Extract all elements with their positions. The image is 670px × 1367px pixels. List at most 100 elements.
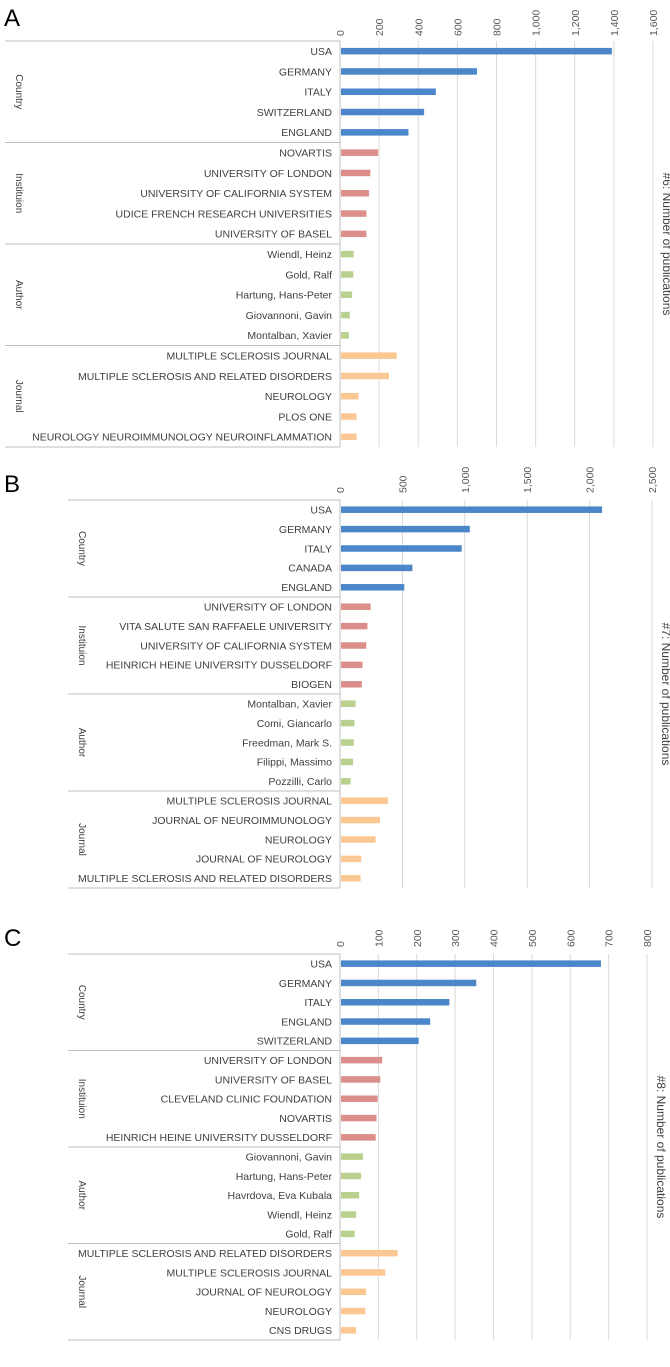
category-label: UDICE FRENCH RESEARCH UNIVERSITIES [116,208,332,220]
bar-institution [341,149,379,156]
bar-author [341,1211,357,1218]
bar-author [341,758,354,766]
chart-panel-a: 0 200 400 600 800 1,000 1,200 1,400 1,600 #6: Num… [5,10,670,448]
bar-country [341,979,477,987]
category-label: Hartung, Hans-Peter [236,1171,333,1183]
axis-title: #8: Number of publications [654,1076,668,1219]
category-label: Comi, Giancarlo [257,718,332,730]
category-label: Montalban, Xavier [247,330,332,342]
category-label: Havrdova, Eva Kubala [228,1190,333,1202]
bar-country [341,564,413,572]
group-label-institution: Instituion [76,1079,87,1119]
bar-country [341,129,409,136]
group-label-institution: Instituion [76,625,87,665]
chart-panel-b: 0 500 1,000 1,500 2,000 2,500 #7: Number of pu… [68,467,670,889]
category-label: UNIVERSITY OF CALIFORNIA SYSTEM [140,188,332,200]
category-label: HEINRICH HEINE UNIVERSITY DUSSELDORF [106,1132,332,1144]
bar-institution [341,661,363,669]
category-label: Giovannoni, Gavin [246,1151,333,1163]
category-label: Giovannoni, Gavin [246,310,333,322]
category-label: GERMANY [279,978,332,990]
bar-journal [341,393,359,400]
bar-author [341,1192,360,1199]
category-label: MULTIPLE SCLEROSIS AND RELATED DISORDERS [78,1248,332,1260]
bar-author [341,1153,364,1160]
group-label-journal: Journal [76,823,87,856]
category-label: Gold, Ralf [285,269,332,281]
tick-label: 200 [374,18,386,36]
category-label: Freedman, Mark S. [242,737,332,749]
category-label: NEUROLOGY [265,1306,332,1318]
bar-institution [341,1114,377,1122]
bar-journal [341,875,361,882]
bar-journal [341,1327,357,1334]
category-label: MULTIPLE SCLEROSIS JOURNAL [166,1267,332,1279]
bar-author [341,271,354,278]
category-label: ENGLAND [281,1016,332,1028]
bar-institution [341,230,367,238]
category-label: NEUROLOGY [265,391,332,403]
bar-journal [341,372,389,380]
category-label: CNS DRUGS [269,1325,332,1337]
category-label: PLOS ONE [278,411,332,423]
bar-author [341,311,350,319]
category-label: NEUROLOGY NEUROIMMUNOLOGY NEUROINFLAMMAT… [32,432,332,444]
category-label: Hartung, Hans-Peter [236,290,333,302]
bar-country [341,108,425,116]
chart-panel-c: 0 100 200 300 400 500 600 700 800 #8: Number of p… [68,929,668,1341]
tick-label: 2,000 [585,467,597,493]
category-label: UNIVERSITY OF BASEL [215,229,332,241]
category-label: ENGLAND [281,127,332,139]
bar-author [341,1230,355,1238]
category-label: UNIVERSITY OF CALIFORNIA SYSTEM [140,640,332,652]
bar-institution [341,1134,376,1141]
bar-institution [341,1056,383,1064]
bar-institution [341,190,369,197]
category-label: ITALY [304,87,332,99]
bar-country [341,999,450,1006]
bar-author [341,719,355,727]
bar-journal [341,1249,398,1257]
axis-title: #7: Number of publications [659,623,670,766]
group-label-journal: Journal [76,1275,87,1308]
group-label-country: Country [13,74,24,109]
tick-label: 300 [450,929,462,947]
category-label: NOVARTIS [279,1113,332,1125]
category-label: NEUROLOGY [265,834,332,846]
category-label: BIOGEN [291,679,332,691]
tick-label: 100 [373,929,385,947]
category-label: SWITZERLAND [257,1036,333,1048]
bar-journal [341,855,362,863]
category-label: ENGLAND [281,582,332,594]
category-label: Montalban, Xavier [247,699,332,711]
bar-institution [341,622,368,630]
bar-institution [341,603,371,610]
category-label: JOURNAL OF NEUROLOGY [196,1287,332,1299]
category-label: Wiendl, Heinz [267,249,332,261]
bar-country [341,47,612,55]
bar-journal [341,836,376,843]
category-label: JOURNAL OF NEUROLOGY [196,854,332,866]
tick-label: 500 [527,929,539,947]
bar-journal [341,413,357,420]
tick-label: 700 [604,929,616,947]
tick-label: 1,000 [531,10,543,36]
tick-label: 400 [413,18,425,36]
bar-institution [341,169,371,177]
tick-label: 600 [452,18,464,36]
bar-institution [341,1076,381,1083]
bar-author [341,739,354,746]
bar-journal [341,816,380,824]
tick-label: 800 [492,18,504,36]
group-label-country: Country [76,531,87,566]
tick-label: 2,500 [647,467,659,493]
group-label-institution: Instituion [13,173,24,213]
bar-country [341,584,405,591]
panel-letter-b: B [4,471,20,498]
category-label: UNIVERSITY OF LONDON [204,168,332,180]
axis-title: #6: Number of publications [660,173,670,316]
tick-label: 1,200 [570,10,582,36]
bar-author [341,332,349,339]
tick-label: 0 [335,487,347,493]
